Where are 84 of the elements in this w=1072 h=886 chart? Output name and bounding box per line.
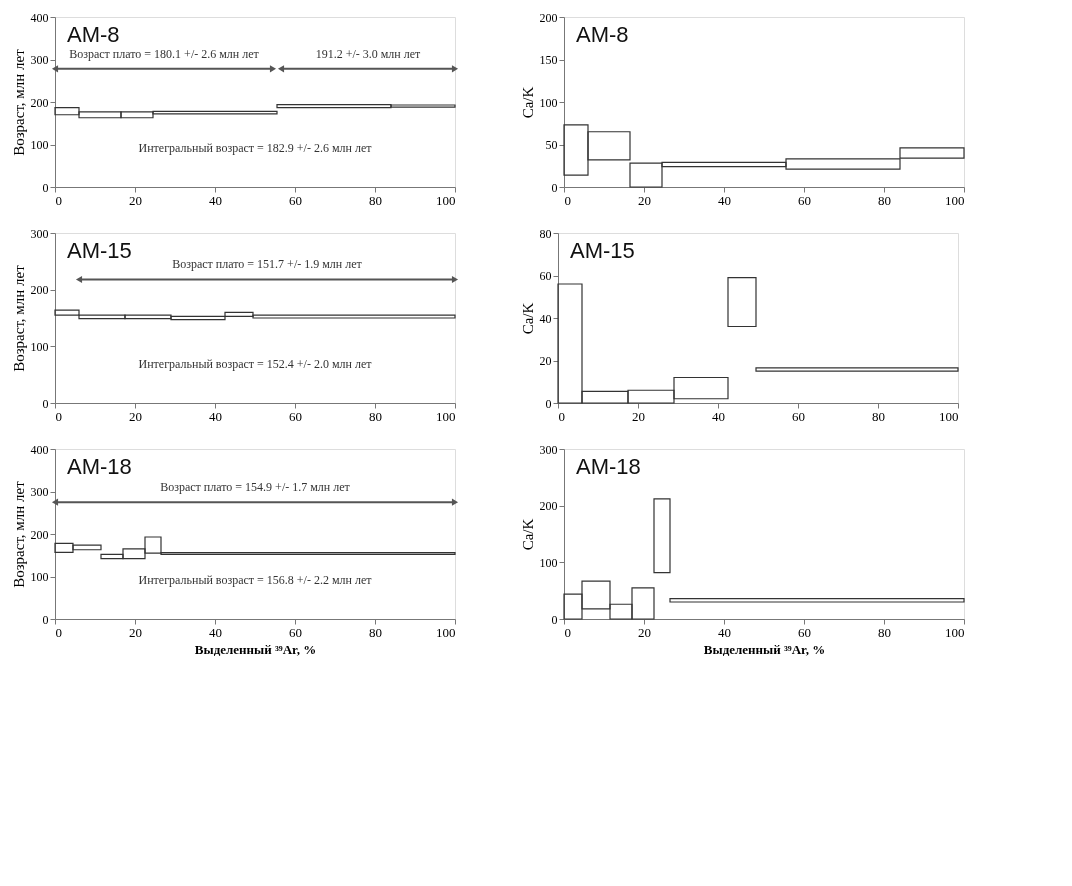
y-tick-label: 400 — [30, 442, 49, 457]
y-tick-label: 0 — [551, 612, 558, 627]
x-tick-label: 40 — [209, 624, 222, 640]
x-tick-label: 20 — [129, 624, 142, 640]
y-axis-title: Возраст, млн лет — [10, 48, 27, 156]
annotation: 191.2 +/- 3.0 млн лет — [315, 46, 422, 61]
x-tick-label: 20 — [632, 408, 645, 424]
x-axis-title: Выделенный ³⁹Ar, % — [703, 641, 826, 657]
y-tick-label: 0 — [42, 396, 49, 411]
x-tick-label: 60 — [289, 624, 302, 640]
y-tick-label: 300 — [30, 485, 49, 499]
x-tick-label: 60 — [798, 624, 811, 640]
x-tick-label: 80 — [369, 192, 382, 208]
chart-title: AM-18 — [576, 454, 641, 479]
y-tick-label: 0 — [42, 180, 49, 195]
x-tick-label: 60 — [792, 408, 805, 424]
y-tick-label: 100 — [30, 570, 49, 584]
y-tick-label: 40 — [539, 311, 552, 326]
y-axis-title: Ca/K — [519, 302, 536, 335]
x-tick-label: 0 — [564, 192, 571, 208]
y-tick-label: 60 — [539, 269, 552, 283]
x-tick-label: 40 — [712, 408, 725, 424]
x-tick-label: 0 — [55, 624, 62, 640]
x-tick-label: 40 — [209, 192, 222, 208]
annotation: Интегральный возраст = 156.8 +/- 2.2 млн лет — [138, 572, 373, 587]
x-tick-label: 0 — [55, 192, 62, 208]
x-tick-label: 60 — [798, 192, 811, 208]
x-tick-label: 40 — [718, 192, 731, 208]
x-tick-label: 100 — [436, 624, 456, 640]
x-tick-label: 100 — [436, 408, 456, 424]
y-tick-label: 100 — [30, 138, 49, 152]
x-tick-label: 80 — [369, 624, 382, 640]
x-tick-label: 100 — [945, 192, 965, 208]
annotation: Возраст плато = 180.1 +/- 2.6 млн лет — [69, 46, 260, 61]
y-tick-label: 0 — [551, 180, 558, 195]
chart-title: AM-15 — [67, 238, 132, 263]
y-axis-title: Ca/K — [519, 86, 536, 119]
y-tick-label: 50 — [545, 138, 558, 152]
x-tick-label: 20 — [129, 192, 142, 208]
y-tick-label: 200 — [30, 527, 49, 542]
x-tick-label: 100 — [945, 624, 965, 640]
x-tick-label: 20 — [638, 192, 651, 208]
y-tick-label: 200 — [539, 10, 558, 25]
y-tick-label: 200 — [30, 95, 49, 110]
y-tick-label: 400 — [30, 10, 49, 25]
x-tick-label: 20 — [129, 408, 142, 424]
y-tick-label: 100 — [539, 555, 558, 570]
y-tick-label: 20 — [539, 354, 552, 368]
x-tick-label: 80 — [878, 624, 891, 640]
y-axis-title: Ca/K — [519, 518, 536, 551]
x-tick-label: 60 — [289, 408, 302, 424]
y-tick-label: 200 — [30, 283, 49, 298]
y-tick-label: 300 — [539, 442, 558, 457]
x-tick-label: 100 — [436, 192, 456, 208]
chart-title: AM-8 — [576, 22, 629, 47]
x-tick-label: 20 — [638, 624, 651, 640]
y-tick-label: 150 — [539, 53, 558, 67]
y-tick-label: 100 — [539, 95, 558, 110]
y-tick-label: 0 — [545, 396, 552, 411]
y-axis-title: Возраст, млн лет — [10, 264, 27, 372]
chart-title: AM-8 — [67, 22, 120, 47]
x-axis-title: Выделенный ³⁹Ar, % — [194, 641, 317, 657]
x-tick-label: 40 — [209, 408, 222, 424]
y-tick-label: 200 — [539, 499, 558, 514]
annotation: Возраст плато = 151.7 +/- 1.9 млн лет — [172, 257, 363, 272]
x-tick-label: 80 — [878, 192, 891, 208]
y-tick-label: 300 — [30, 53, 49, 67]
annotation: Интегральный возраст = 182.9 +/- 2.6 млн лет — [138, 140, 373, 155]
x-tick-label: 80 — [872, 408, 885, 424]
y-axis-title: Возраст, млн лет — [10, 480, 27, 588]
x-tick-label: 0 — [55, 408, 62, 424]
chart-title: AM-15 — [570, 238, 635, 263]
y-tick-label: 300 — [30, 226, 49, 241]
x-tick-label: 0 — [564, 624, 571, 640]
y-tick-label: 100 — [30, 339, 49, 354]
x-tick-label: 60 — [289, 192, 302, 208]
y-tick-label: 0 — [42, 612, 49, 627]
annotation: Возраст плато = 154.9 +/- 1.7 млн лет — [160, 480, 351, 495]
chart-title: AM-18 — [67, 454, 132, 479]
y-tick-label: 80 — [539, 226, 552, 241]
x-tick-label: 100 — [939, 408, 959, 424]
annotation: Интегральный возраст = 152.4 +/- 2.0 млн лет — [138, 356, 373, 371]
x-tick-label: 40 — [718, 624, 731, 640]
x-tick-label: 80 — [369, 408, 382, 424]
